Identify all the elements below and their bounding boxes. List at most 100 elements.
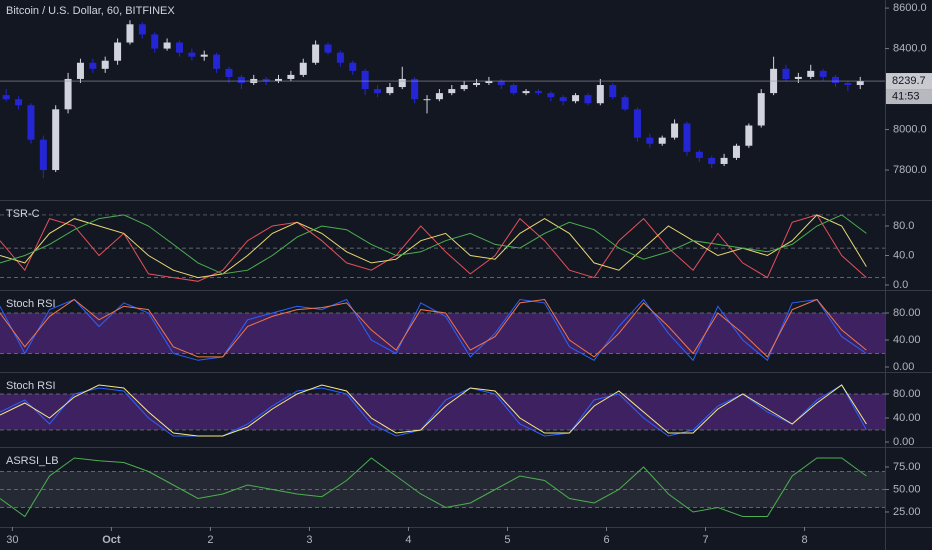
indicator-line [0,214,867,279]
candle-body [262,78,270,81]
candle-body [114,42,122,61]
candle-body [732,145,740,158]
candle-body [609,85,617,98]
indicator-line [0,214,867,275]
y-tick-label: 40.0 [893,249,914,261]
candle-body [671,123,679,138]
y-tick-label: 80.00 [893,388,921,400]
candle-body [274,78,282,81]
candle-body [708,157,716,164]
candle-body [448,89,456,94]
candle-body [76,62,84,79]
x-tick-label: 5 [504,534,510,546]
y-tick-label: 25.00 [893,506,921,518]
candle-body [349,62,357,71]
candle-body [473,82,481,86]
candle-body [831,76,839,83]
candle-body [411,78,419,100]
y-tick-label: 40.00 [893,412,921,424]
y-tick-label: 8000.0 [893,123,927,135]
candle-body [398,78,406,88]
indicator-line [0,298,867,362]
candle-body [237,76,245,83]
candle-body [2,95,10,100]
candle-body [324,44,332,53]
candle-body [175,42,183,53]
candle-body [497,80,505,86]
candle-body [163,42,171,49]
candle-body [151,34,159,49]
candle-body [460,85,468,90]
candle-body [485,80,493,83]
candle-body [720,157,728,164]
candle-body [844,82,852,86]
last-price-label: 8239.7 [892,75,926,87]
candle-body [807,70,815,77]
candle-body [27,105,35,140]
y-tick-label: 0.00 [893,361,914,373]
candle-body [646,137,654,144]
candle-body [336,52,344,63]
candle-body [757,93,765,126]
y-tick-label: 7800.0 [893,164,927,176]
indicator-line [0,457,867,518]
candle-body [596,85,604,104]
candle-body [633,109,641,138]
indicator-line [0,298,867,358]
candle-body [745,125,753,146]
candle-body [435,93,443,100]
candle-body [188,52,196,57]
x-tick-label: 8 [801,534,807,546]
candle-body [101,60,109,69]
candle-body [572,95,580,102]
candle-body [510,85,518,94]
indicator-line [0,214,867,282]
candle-body [312,44,320,63]
x-tick-label: 3 [306,534,312,546]
x-tick-label: 7 [702,534,708,546]
candle-body [15,99,23,106]
candle-body [52,109,60,171]
last-price-box [886,73,932,90]
x-tick-label: 6 [603,534,609,546]
candle-body [299,62,307,75]
candle-body [200,54,208,57]
candle-body [138,24,146,35]
y-tick-label: 40.00 [893,334,921,346]
y-tick-label: 80.00 [893,307,921,319]
panel-title: TSR-C [6,208,40,220]
candle-body [423,99,431,101]
x-tick-label: 2 [207,534,213,546]
candle-body [126,24,134,43]
candle-body [621,97,629,110]
candle-body [522,91,530,94]
candle-body [64,78,72,110]
candle-body [213,54,221,69]
candle-body [584,95,592,104]
y-tick-label: 8400.0 [893,42,927,54]
candle-body [374,89,382,94]
x-tick-label: 4 [405,534,411,546]
candle-body [287,74,295,79]
x-tick-label: Oct [102,534,121,546]
indicator-line [0,384,867,437]
y-tick-label: 0.00 [893,436,914,448]
countdown-label: 41:53 [892,90,920,102]
candle-body [386,87,394,94]
candle-body [794,76,802,79]
panel-title: Stoch RSI [6,380,56,392]
y-tick-label: 50.00 [893,483,921,495]
panel-title: Stoch RSI [6,298,56,310]
candle-body [559,97,567,102]
panel-title: Bitcoin / U.S. Dollar, 60, BITFINEX [6,5,175,17]
candle-body [534,91,542,94]
candle-body [782,68,790,79]
candle-body [658,137,666,144]
y-tick-label: 8600.0 [893,2,927,14]
y-tick-label: 0.0 [893,279,908,291]
y-tick-label: 75.00 [893,461,921,473]
candle-body [89,62,97,69]
indicator-line [0,384,867,437]
